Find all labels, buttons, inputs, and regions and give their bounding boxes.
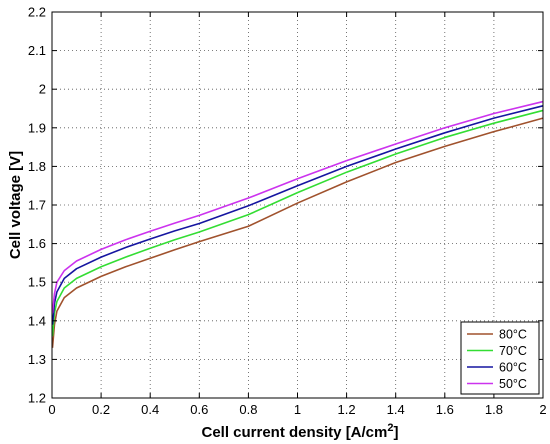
x-tick-label: 1.4 xyxy=(387,402,405,417)
y-tick-label: 1.8 xyxy=(28,159,46,174)
x-tick-labels: 0 0.2 0.4 0.6 0.8 1 1.2 1.4 1.6 1.8 2 xyxy=(48,402,546,417)
y-tick-label: 1.7 xyxy=(28,198,46,213)
x-tick-label: 1.2 xyxy=(338,402,356,417)
y-tick-label: 2 xyxy=(39,82,46,97)
x-tick-label: 0.2 xyxy=(92,402,110,417)
x-tick-label: 0.6 xyxy=(190,402,208,417)
legend-label: 70°C xyxy=(499,344,527,358)
x-axis-label: Cell current density [A/cm2] xyxy=(201,422,398,441)
legend-label: 60°C xyxy=(499,361,527,375)
y-tick-label: 2.1 xyxy=(28,43,46,58)
axis-ticks xyxy=(51,11,544,399)
legend-label: 80°C xyxy=(499,328,527,342)
x-tick-label: 1 xyxy=(294,402,301,417)
legend-label: 50°C xyxy=(499,377,527,391)
y-tick-label: 1.9 xyxy=(28,120,46,135)
y-tick-label: 1.6 xyxy=(28,236,46,251)
series-line xyxy=(51,117,544,348)
x-tick-label: 0.4 xyxy=(141,402,159,417)
x-tick-label: 2 xyxy=(539,402,546,417)
y-tick-label: 1.3 xyxy=(28,352,46,367)
y-tick-label: 1.4 xyxy=(28,313,46,328)
y-tick-label: 2.2 xyxy=(28,5,46,20)
series-lines xyxy=(51,100,544,348)
y-axis-label: Cell voltage [V] xyxy=(7,151,24,259)
y-tick-labels: 1.2 1.3 1.4 1.5 1.6 1.7 1.8 1.9 2 2.1 2.2 xyxy=(28,5,46,406)
y-tick-label: 1.2 xyxy=(28,391,46,406)
series-line xyxy=(51,105,544,325)
y-tick-label: 1.5 xyxy=(28,275,46,290)
series-line xyxy=(51,100,544,314)
x-tick-label: 1.8 xyxy=(485,402,503,417)
legend: 80°C 70°C 60°C 50°C xyxy=(460,321,540,395)
x-tick-label: 1.6 xyxy=(436,402,454,417)
x-tick-label: 0 xyxy=(48,402,55,417)
x-tick-label: 0.8 xyxy=(239,402,257,417)
series-line xyxy=(51,109,544,337)
